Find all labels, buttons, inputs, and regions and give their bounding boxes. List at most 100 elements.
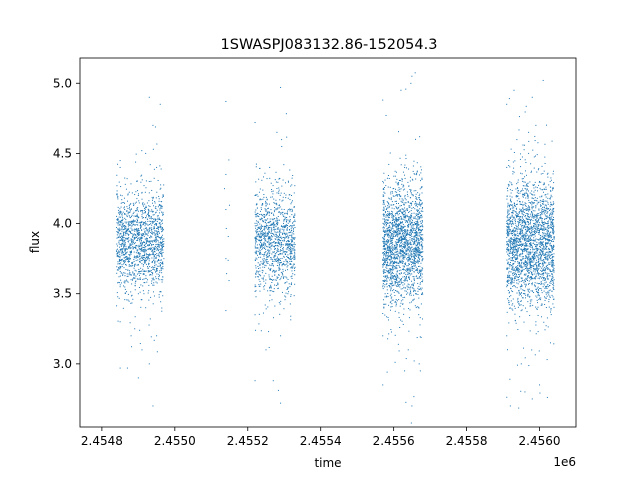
- data-point: [143, 228, 145, 230]
- data-point: [409, 244, 411, 246]
- data-point: [265, 258, 267, 260]
- data-point: [126, 291, 128, 293]
- data-point: [387, 256, 389, 258]
- data-point: [403, 256, 405, 258]
- data-point: [277, 287, 279, 289]
- data-point: [158, 249, 160, 251]
- data-point: [270, 229, 272, 231]
- data-point: [156, 270, 158, 272]
- data-point: [400, 254, 402, 256]
- data-point: [152, 196, 154, 198]
- data-point: [139, 343, 141, 345]
- data-point: [275, 253, 277, 255]
- data-point: [395, 281, 397, 283]
- data-point: [383, 209, 385, 211]
- data-point: [289, 244, 291, 246]
- data-point: [282, 236, 284, 238]
- data-point: [265, 265, 267, 267]
- data-point: [151, 250, 153, 252]
- data-point: [151, 231, 153, 233]
- data-point: [417, 293, 419, 295]
- data-point: [414, 249, 416, 251]
- data-point: [125, 247, 127, 249]
- data-point: [121, 222, 123, 224]
- data-point: [524, 216, 526, 218]
- data-point: [408, 260, 410, 262]
- data-point: [390, 235, 392, 237]
- data-point: [135, 221, 137, 223]
- data-point: [262, 263, 264, 265]
- data-point: [138, 246, 140, 248]
- data-point: [293, 206, 295, 208]
- data-point: [538, 248, 540, 250]
- data-point: [417, 287, 419, 289]
- data-point: [256, 247, 258, 249]
- data-point: [143, 257, 145, 259]
- data-point: [390, 297, 392, 299]
- data-point: [411, 273, 413, 275]
- data-point: [147, 254, 149, 256]
- data-point: [122, 217, 124, 219]
- data-point: [121, 202, 123, 204]
- data-point: [415, 261, 417, 263]
- data-point: [132, 212, 134, 214]
- data-point: [418, 253, 420, 255]
- data-point: [149, 240, 151, 242]
- data-point: [414, 241, 416, 243]
- data-point: [285, 253, 287, 255]
- data-point: [133, 211, 135, 213]
- data-point: [405, 254, 407, 255]
- data-point: [387, 222, 389, 224]
- data-point: [396, 246, 398, 248]
- data-point: [412, 300, 414, 302]
- data-point: [548, 224, 550, 226]
- data-point: [283, 247, 285, 249]
- data-point: [121, 227, 123, 229]
- data-point: [154, 247, 156, 249]
- data-point: [127, 238, 129, 240]
- data-point: [265, 272, 267, 274]
- data-point: [393, 235, 395, 237]
- data-point: [403, 217, 405, 219]
- data-point: [417, 209, 419, 211]
- data-point: [131, 294, 133, 296]
- data-point: [416, 213, 418, 215]
- data-point: [159, 188, 161, 190]
- data-point: [404, 290, 406, 292]
- data-point: [259, 285, 261, 287]
- data-point: [416, 239, 418, 241]
- data-point: [397, 276, 399, 278]
- data-point: [276, 256, 278, 258]
- data-point: [410, 222, 412, 224]
- data-point: [418, 217, 420, 219]
- data-point: [120, 246, 122, 248]
- data-point: [270, 286, 272, 288]
- data-point: [420, 256, 422, 258]
- data-point: [413, 278, 415, 280]
- data-point: [520, 262, 522, 264]
- data-point: [408, 268, 410, 270]
- data-point: [123, 232, 125, 234]
- data-point: [394, 230, 396, 232]
- data-point: [400, 225, 402, 227]
- data-point: [148, 270, 150, 272]
- data-point: [528, 131, 530, 133]
- data-point: [268, 267, 270, 269]
- data-point: [545, 248, 546, 250]
- data-point: [413, 236, 415, 238]
- data-point: [283, 276, 285, 278]
- data-point: [116, 255, 118, 257]
- data-point: [418, 250, 420, 252]
- data-point: [283, 262, 285, 264]
- data-point: [270, 268, 272, 270]
- data-point: [402, 249, 404, 251]
- data-point: [143, 233, 145, 235]
- data-point: [278, 273, 280, 275]
- data-point: [119, 211, 121, 213]
- data-point: [404, 231, 406, 233]
- data-point: [293, 255, 295, 257]
- data-point: [399, 256, 401, 258]
- data-point: [150, 336, 152, 338]
- data-point: [136, 240, 138, 242]
- data-point: [125, 227, 127, 229]
